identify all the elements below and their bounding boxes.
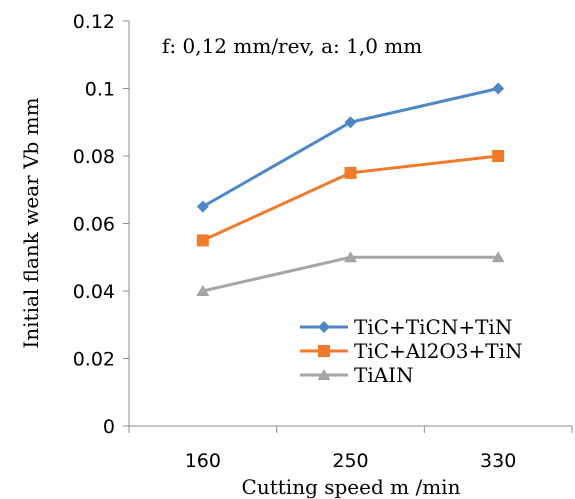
legend-label: TiC+Al2O3+TiN (354, 339, 522, 363)
data-point (492, 82, 505, 95)
y-tick-label: 0.08 (73, 146, 115, 168)
y-axis-title: Initial flank wear Vb mm (19, 97, 43, 348)
data-point (196, 285, 210, 296)
series-1 (196, 82, 505, 213)
data-point (196, 234, 209, 247)
y-tick-label: 0 (103, 416, 115, 438)
legend-label: TiAIN (354, 363, 414, 387)
series-layer (196, 82, 505, 296)
data-point (196, 200, 209, 213)
x-tick-label: 160 (185, 450, 221, 472)
data-point (344, 166, 357, 179)
data-point (344, 251, 357, 263)
y-tick-label: 0.12 (73, 11, 115, 33)
x-tick-label: 250 (332, 450, 368, 472)
legend-item: TiC+Al2O3+TiN (300, 339, 522, 363)
data-point (492, 150, 505, 162)
legend-label: TiC+TiCN+TiN (354, 315, 512, 339)
x-tick-label: 330 (480, 450, 516, 472)
legend-marker (318, 321, 330, 333)
y-tick-label: 0.06 (73, 214, 115, 236)
data-point (491, 251, 505, 263)
series-line (202, 255, 499, 293)
series-3 (196, 251, 505, 296)
legend-item: TiAIN (300, 363, 414, 387)
legend-item: TiC+TiCN+TiN (300, 315, 512, 339)
y-tick-label: 0.02 (73, 349, 115, 371)
y-axis-ticks: 0 0.02 0.04 0.06 0.08 0.1 0.12 (73, 11, 129, 438)
parameter-annotation: f: 0,12 mm/rev, a: 1,0 mm (162, 34, 422, 58)
series-line (202, 87, 499, 208)
legend-marker (318, 345, 330, 357)
data-point (344, 116, 357, 129)
series-2 (196, 150, 505, 247)
x-axis-ticks: 160 250 330 (128, 426, 573, 472)
y-tick-label: 0.04 (73, 281, 115, 303)
legend-marker (317, 369, 331, 380)
y-tick-label: 0.1 (85, 79, 115, 101)
x-axis-title: Cutting speed m /min (242, 475, 461, 499)
